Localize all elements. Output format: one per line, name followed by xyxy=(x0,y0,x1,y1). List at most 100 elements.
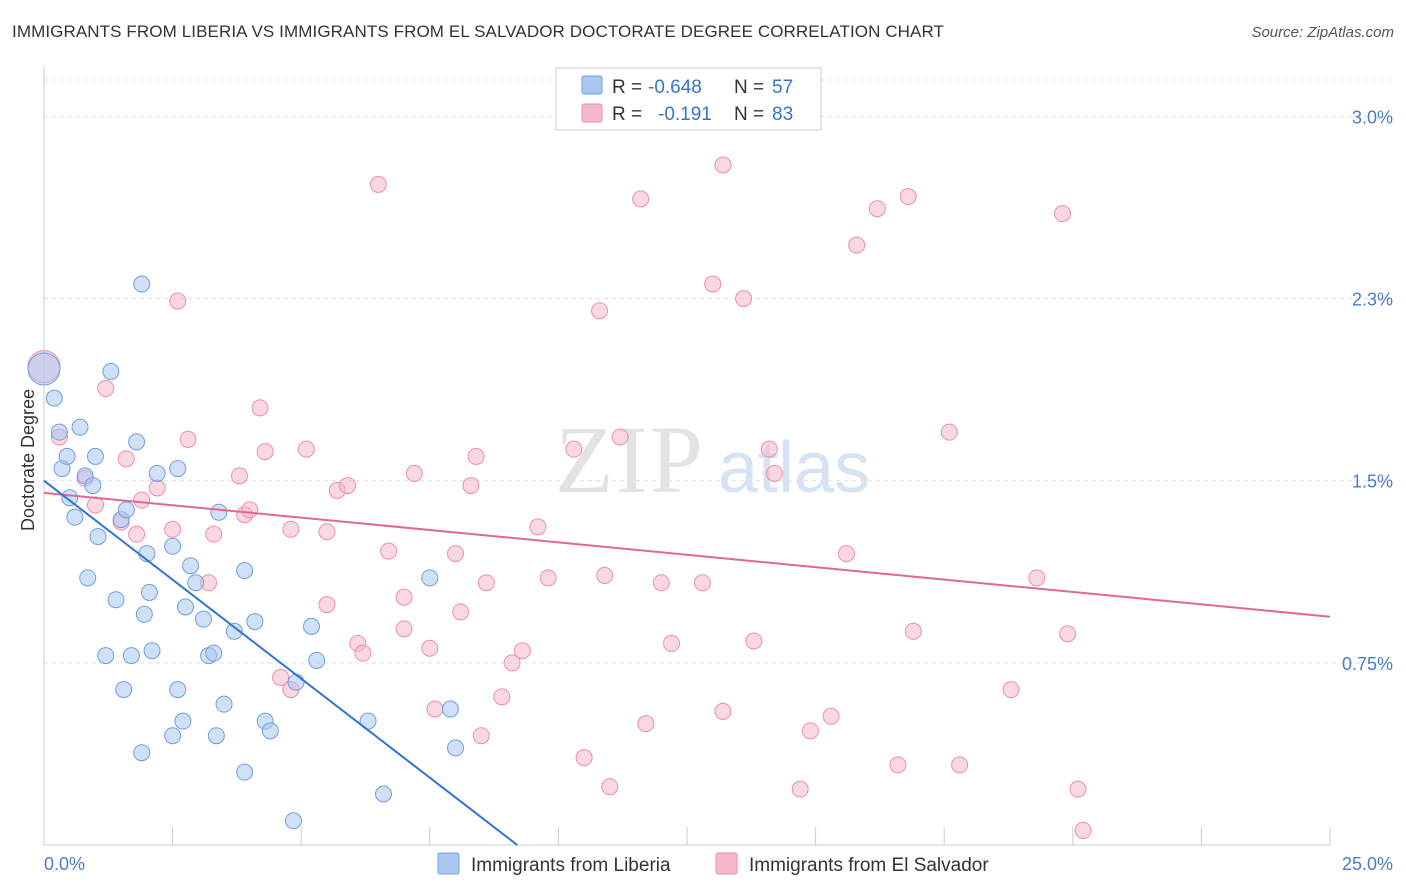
legend-r-value-el-salvador: -0.191 xyxy=(658,104,712,125)
y-tick-label: 0.75% xyxy=(1342,654,1393,674)
liberia-point xyxy=(225,622,243,640)
el-salvador-point xyxy=(565,440,583,458)
y-tick-label: 1.5% xyxy=(1352,472,1393,492)
el-salvador-point xyxy=(611,428,629,446)
liberia-point xyxy=(133,275,151,293)
el-salvador-point xyxy=(318,523,336,541)
el-salvador-point xyxy=(493,688,511,706)
liberia-point xyxy=(176,598,194,616)
el-salvador-point xyxy=(1059,625,1077,643)
el-salvador-point xyxy=(369,175,387,193)
liberia-point xyxy=(61,489,79,507)
el-salvador-point xyxy=(889,756,907,774)
trend-line-liberia xyxy=(43,479,518,846)
legend-swatch-liberia xyxy=(581,75,603,95)
el-salvador-point xyxy=(452,603,470,621)
el-salvador-point xyxy=(318,596,336,614)
y-axis-label: Doctorate Degree xyxy=(18,389,38,531)
liberia-point xyxy=(207,727,225,745)
el-salvador-point xyxy=(1069,780,1087,798)
el-salvador-point xyxy=(1074,821,1092,839)
liberia-point xyxy=(140,583,158,601)
liberia-point xyxy=(421,569,439,587)
el-salvador-point xyxy=(297,440,315,458)
liberia-point xyxy=(246,613,264,631)
el-salvador-point xyxy=(575,749,593,767)
el-salvador-point xyxy=(904,622,922,640)
axes xyxy=(43,66,1331,846)
liberia-point xyxy=(71,418,89,436)
el-salvador-point xyxy=(205,525,223,543)
el-salvador-point xyxy=(503,654,521,672)
source-label: Source: ZipAtlas.com xyxy=(1251,24,1394,41)
el-salvador-point xyxy=(148,479,166,497)
series-el-salvador-points xyxy=(27,156,1092,839)
liberia-point xyxy=(182,557,200,575)
el-salvador-point xyxy=(447,545,465,563)
el-salvador-point xyxy=(714,702,732,720)
el-salvador-point xyxy=(421,639,439,657)
legend-r-label: R = xyxy=(612,77,642,98)
liberia-point xyxy=(302,617,320,635)
bottom-legend-label-liberia: Immigrants from Liberia xyxy=(471,855,671,876)
liberia-point xyxy=(102,362,120,380)
el-salvador-point xyxy=(1028,569,1046,587)
liberia-point xyxy=(117,501,135,519)
el-salvador-point xyxy=(760,440,778,458)
liberia-point xyxy=(66,508,84,526)
watermark-zip: ZIP xyxy=(555,406,705,513)
liberia-point xyxy=(308,651,326,669)
watermark-atlas: atlas xyxy=(718,428,870,508)
liberia-point xyxy=(194,610,212,628)
liberia-point xyxy=(107,591,125,609)
el-salvador-point xyxy=(256,443,274,461)
liberia-point xyxy=(27,352,61,386)
el-salvador-point xyxy=(899,188,917,206)
el-salvador-point xyxy=(591,302,609,320)
x-tick-label-max: 25.0% xyxy=(1342,854,1393,874)
x-tick-labels: 0.0% 25.0% xyxy=(44,854,1393,874)
el-salvador-point xyxy=(272,668,290,686)
legend-swatch-el-salvador xyxy=(581,103,603,123)
el-salvador-point xyxy=(940,423,958,441)
el-salvador-point xyxy=(282,520,300,538)
liberia-point xyxy=(169,681,187,699)
el-salvador-point xyxy=(230,467,248,485)
liberia-point xyxy=(84,477,102,495)
el-salvador-point xyxy=(241,501,259,519)
watermark: ZIP atlas xyxy=(555,406,870,513)
el-salvador-point xyxy=(663,634,681,652)
el-salvador-point xyxy=(426,700,444,718)
el-salvador-point xyxy=(822,707,840,725)
el-salvador-point xyxy=(637,715,655,733)
el-salvador-point xyxy=(472,727,490,745)
liberia-point xyxy=(135,605,153,623)
liberia-point xyxy=(86,447,104,465)
el-salvador-point xyxy=(868,200,886,218)
el-salvador-point xyxy=(791,780,809,798)
el-salvador-point xyxy=(1054,205,1072,223)
liberia-point xyxy=(375,785,393,803)
el-salvador-point xyxy=(801,722,819,740)
liberia-point xyxy=(79,569,97,587)
legend-n-value-liberia: 57 xyxy=(772,77,793,98)
liberia-point xyxy=(115,681,133,699)
el-salvador-point xyxy=(164,520,182,538)
trend-lines xyxy=(43,479,1331,846)
el-salvador-point xyxy=(745,632,763,650)
liberia-point xyxy=(215,695,233,713)
series-legend: Immigrants from Liberia Immigrants from … xyxy=(437,852,989,876)
legend-n-value-el-salvador: 83 xyxy=(772,104,793,125)
liberia-point xyxy=(122,647,140,665)
el-salvador-point xyxy=(251,399,269,417)
legend-n-label: N = xyxy=(734,77,764,98)
el-salvador-point xyxy=(714,156,732,174)
liberia-point xyxy=(58,447,76,465)
liberia-point xyxy=(169,460,187,478)
liberia-point xyxy=(164,537,182,555)
liberia-point xyxy=(89,528,107,546)
liberia-point xyxy=(441,700,459,718)
liberia-point xyxy=(164,727,182,745)
el-salvador-point xyxy=(179,430,197,448)
